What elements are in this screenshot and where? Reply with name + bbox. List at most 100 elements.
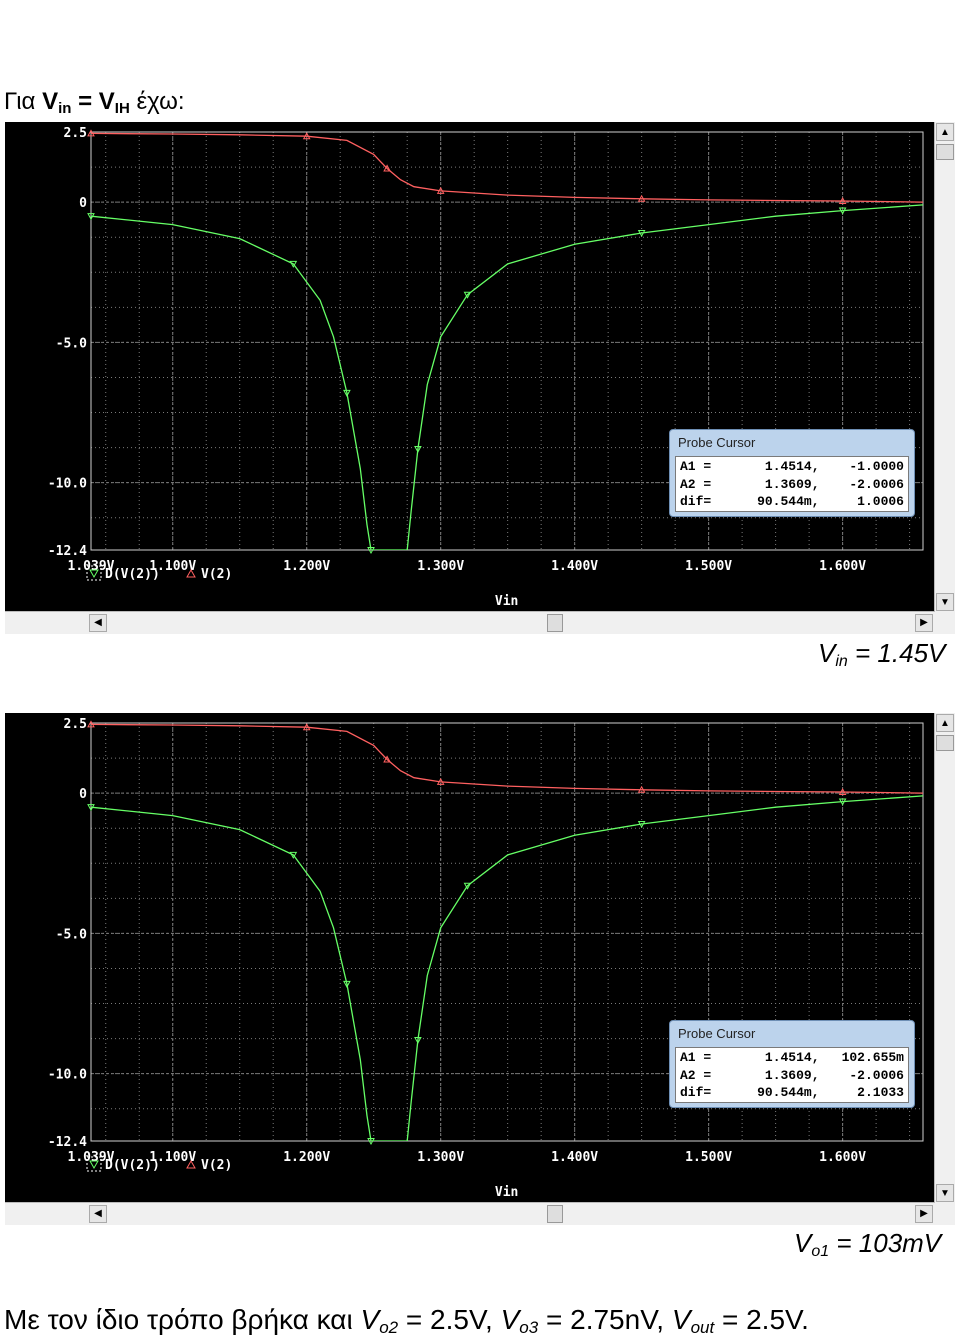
- probe-x: 1.4514,: [764, 459, 820, 474]
- probe-cursor-panel-2[interactable]: Probe Cursor A1 = 1.4514, 102.655m A2 = 1.3…: [669, 1020, 915, 1108]
- scroll-thumb[interactable]: [936, 144, 954, 160]
- vertical-scrollbar[interactable]: ▲ ▼: [934, 122, 955, 612]
- y-tick-label: 0: [79, 787, 87, 802]
- probe-y: -1.0000: [849, 459, 904, 474]
- footer-v: V: [671, 1304, 691, 1335]
- probe-title: Probe Cursor: [678, 435, 756, 450]
- probe-values: A1 = 1.4514, -1.0000 A2 = 1.3609, -2.0006 di…: [675, 456, 909, 512]
- caption-sub: in: [835, 653, 848, 670]
- scroll-down-icon[interactable]: ▼: [936, 593, 954, 611]
- probe-cursor-panel-1[interactable]: Probe Cursor A1 = 1.4514, -1.0000 A2 = 1.36…: [669, 429, 915, 517]
- probe-x: 90.544m,: [757, 494, 820, 509]
- x-tick-label: 1.600V: [819, 1150, 866, 1165]
- footer-value: = 2.5V,: [398, 1304, 501, 1335]
- horizontal-scrollbar[interactable]: ◀ ▶: [5, 1202, 935, 1225]
- legend: D(V(2)) V(2): [86, 1156, 232, 1173]
- footer-text: Με τον ίδιο τρόπο βρήκα και Vo2 = 2.5V, …: [4, 1304, 809, 1338]
- legend-label-v: V(2): [201, 1158, 232, 1173]
- probe-label: A1 =: [680, 459, 712, 474]
- x-tick-label: 1.200V: [283, 1150, 330, 1165]
- heading-v: V: [42, 88, 59, 115]
- scroll-thumb[interactable]: [547, 614, 563, 632]
- data-point: [87, 213, 95, 221]
- probe-row-a2: A2 = 1.3609, -2.0006: [680, 1067, 904, 1085]
- heading-suffix: έχω:: [129, 88, 185, 115]
- legend-marker-d: [89, 569, 99, 579]
- legend-marker-d: [89, 1160, 99, 1170]
- footer-sub: o2: [379, 1318, 399, 1337]
- scroll-thumb[interactable]: [936, 735, 954, 751]
- data-point: [463, 291, 472, 299]
- probe-label: dif=: [680, 1085, 712, 1100]
- x-tick-label: 1.300V: [417, 559, 464, 574]
- legend-marker-box: [86, 565, 102, 581]
- probe-x: 1.3609,: [764, 1067, 820, 1083]
- scroll-thumb[interactable]: [547, 1205, 563, 1223]
- data-point: [637, 229, 646, 238]
- data-point: [302, 132, 311, 140]
- data-point: [463, 882, 472, 890]
- heading-eq: =: [71, 88, 99, 115]
- footer-sub: out: [690, 1318, 715, 1337]
- data-point: [838, 196, 847, 205]
- y-tick-label: -5.0: [56, 336, 87, 351]
- x-tick-label: 1.500V: [685, 559, 732, 574]
- caption-vo1: Vo1 = 103mV: [794, 1228, 941, 1261]
- series-line-v2: [91, 132, 923, 203]
- caption-rest: = 1.45V: [847, 638, 946, 668]
- scroll-corner: [935, 612, 955, 634]
- data-point: [343, 389, 351, 397]
- probe-x: 1.4514,: [764, 1050, 820, 1065]
- scroll-up-icon[interactable]: ▲: [936, 714, 954, 732]
- scroll-left-icon[interactable]: ◀: [89, 1205, 107, 1223]
- scroll-up-icon[interactable]: ▲: [936, 123, 954, 141]
- horizontal-scrollbar[interactable]: ◀ ▶: [5, 611, 935, 634]
- data-point: [436, 186, 445, 194]
- scroll-right-icon[interactable]: ▶: [915, 614, 933, 632]
- legend-marker-v: [186, 1159, 196, 1169]
- legend-label-d: D(V(2)): [105, 1158, 160, 1173]
- probe-row-dif: dif= 90.544m, 2.1033: [680, 1084, 904, 1102]
- probe-y: -2.0006: [849, 1067, 904, 1083]
- footer-value: = 2.75nV,: [538, 1304, 672, 1335]
- probe-row-a1: A1 = 1.4514, 102.655m: [680, 1049, 904, 1067]
- legend-label-d: D(V(2)): [105, 567, 160, 582]
- data-point: [838, 787, 847, 796]
- footer-value: = 2.5V.: [714, 1304, 809, 1335]
- data-point: [302, 723, 311, 731]
- data-point: [414, 446, 422, 454]
- chart-2: 2.50-5.0-10.0-12.41.039V 1.100V 1.200V 1.30…: [48, 717, 924, 1200]
- heading-in-sub: in: [58, 100, 72, 117]
- scroll-right-icon[interactable]: ▶: [915, 1205, 933, 1223]
- x-tick-label: 1.200V: [283, 559, 330, 574]
- data-point: [637, 820, 646, 829]
- data-point: [414, 1037, 422, 1045]
- footer-sub: o3: [519, 1318, 539, 1337]
- x-tick-label: 1.300V: [417, 1150, 464, 1165]
- probe-values: A1 = 1.4514, 102.655m A2 = 1.3609, -2.0006 d…: [675, 1047, 909, 1103]
- data-point: [637, 194, 646, 202]
- y-tick-label: -10.0: [48, 1068, 87, 1083]
- data-point: [436, 777, 445, 785]
- probe-x: 1.3609,: [764, 476, 820, 492]
- x-tick-label: 1.500V: [685, 1150, 732, 1165]
- heading-ih-sub: IH: [114, 100, 130, 117]
- legend-label-v: V(2): [201, 567, 232, 582]
- probe-y: 2.1033: [857, 1085, 904, 1100]
- scroll-down-icon[interactable]: ▼: [936, 1184, 954, 1202]
- scroll-left-icon[interactable]: ◀: [89, 614, 107, 632]
- probe-row-a1: A1 = 1.4514, -1.0000: [680, 458, 904, 476]
- data-point: [289, 260, 298, 268]
- probe-y: -2.0006: [849, 476, 904, 492]
- data-point: [289, 851, 298, 859]
- x-axis-label: Vin: [495, 1185, 518, 1200]
- probe-label: dif=: [680, 494, 712, 509]
- data-point: [87, 129, 95, 137]
- vertical-scrollbar[interactable]: ▲ ▼: [934, 713, 955, 1203]
- caption-rest: = 103mV: [829, 1228, 942, 1258]
- data-point: [383, 755, 391, 763]
- series-line-dv2: [91, 204, 923, 550]
- y-tick-label: -10.0: [48, 477, 87, 492]
- data-point: [838, 207, 847, 215]
- legend-marker-v: [186, 568, 196, 578]
